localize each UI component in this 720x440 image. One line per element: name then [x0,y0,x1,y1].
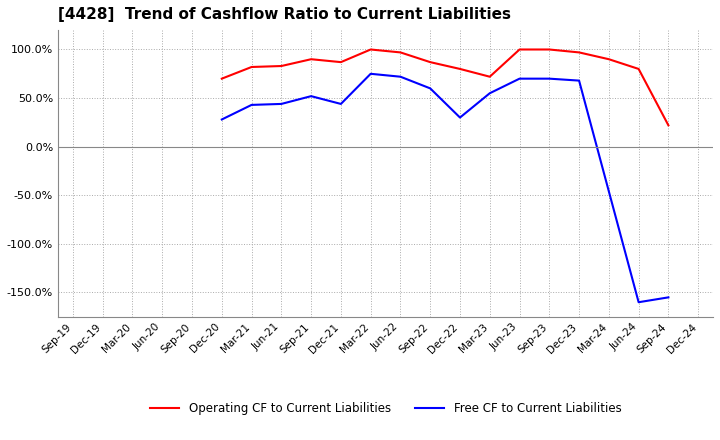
Operating CF to Current Liabilities [277,63,286,69]
Operating CF to Current Liabilities [485,74,494,79]
Operating CF to Current Liabilities [605,57,613,62]
Operating CF to Current Liabilities [336,59,345,65]
Operating CF to Current Liabilities [634,66,643,72]
Operating CF to Current Liabilities [217,76,226,81]
Free CF to Current Liabilities [485,91,494,96]
Line: Operating CF to Current Liabilities: Operating CF to Current Liabilities [222,49,668,125]
Operating CF to Current Liabilities [456,66,464,72]
Operating CF to Current Liabilities [396,50,405,55]
Free CF to Current Liabilities [456,115,464,120]
Operating CF to Current Liabilities [664,123,672,128]
Operating CF to Current Liabilities [575,50,583,55]
Line: Free CF to Current Liabilities: Free CF to Current Liabilities [222,74,668,302]
Free CF to Current Liabilities [516,76,524,81]
Free CF to Current Liabilities [247,102,256,107]
Free CF to Current Liabilities [575,78,583,83]
Free CF to Current Liabilities [307,94,315,99]
Free CF to Current Liabilities [366,71,375,77]
Text: [4428]  Trend of Cashflow Ratio to Current Liabilities: [4428] Trend of Cashflow Ratio to Curren… [58,7,511,22]
Legend: Operating CF to Current Liabilities, Free CF to Current Liabilities: Operating CF to Current Liabilities, Fre… [145,397,626,420]
Operating CF to Current Liabilities [247,64,256,70]
Free CF to Current Liabilities [664,295,672,300]
Free CF to Current Liabilities [545,76,554,81]
Free CF to Current Liabilities [217,117,226,122]
Operating CF to Current Liabilities [545,47,554,52]
Free CF to Current Liabilities [396,74,405,79]
Free CF to Current Liabilities [426,86,435,91]
Free CF to Current Liabilities [634,300,643,305]
Free CF to Current Liabilities [336,101,345,106]
Operating CF to Current Liabilities [366,47,375,52]
Operating CF to Current Liabilities [426,59,435,65]
Operating CF to Current Liabilities [307,57,315,62]
Free CF to Current Liabilities [277,101,286,106]
Operating CF to Current Liabilities [516,47,524,52]
